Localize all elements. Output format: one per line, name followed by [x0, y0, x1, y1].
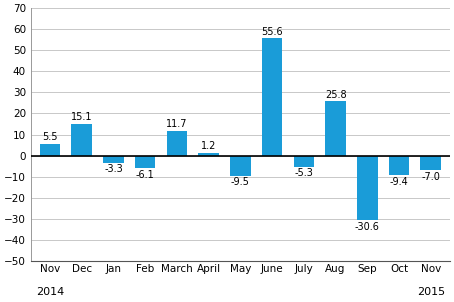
- Text: -3.3: -3.3: [104, 164, 123, 174]
- Text: -30.6: -30.6: [355, 222, 380, 232]
- Bar: [325, 101, 346, 156]
- Bar: [198, 153, 219, 156]
- Text: 25.8: 25.8: [325, 90, 346, 100]
- Bar: [39, 144, 60, 156]
- Bar: [294, 156, 314, 167]
- Bar: [167, 131, 187, 156]
- Text: -7.0: -7.0: [421, 172, 440, 182]
- Bar: [420, 156, 441, 170]
- Text: 5.5: 5.5: [42, 132, 58, 142]
- Text: 55.6: 55.6: [262, 27, 283, 37]
- Text: -6.1: -6.1: [136, 170, 154, 180]
- Text: 1.2: 1.2: [201, 141, 216, 151]
- Bar: [103, 156, 124, 162]
- Text: -5.3: -5.3: [294, 169, 313, 178]
- Text: -9.5: -9.5: [231, 177, 250, 187]
- Bar: [135, 156, 155, 169]
- Bar: [230, 156, 251, 175]
- Bar: [262, 38, 282, 156]
- Text: -9.4: -9.4: [390, 177, 409, 187]
- Text: 2014: 2014: [36, 287, 64, 297]
- Bar: [71, 124, 92, 156]
- Bar: [357, 156, 378, 220]
- Text: 11.7: 11.7: [166, 119, 188, 129]
- Text: 2015: 2015: [417, 287, 445, 297]
- Text: 15.1: 15.1: [71, 112, 93, 122]
- Bar: [389, 156, 410, 175]
